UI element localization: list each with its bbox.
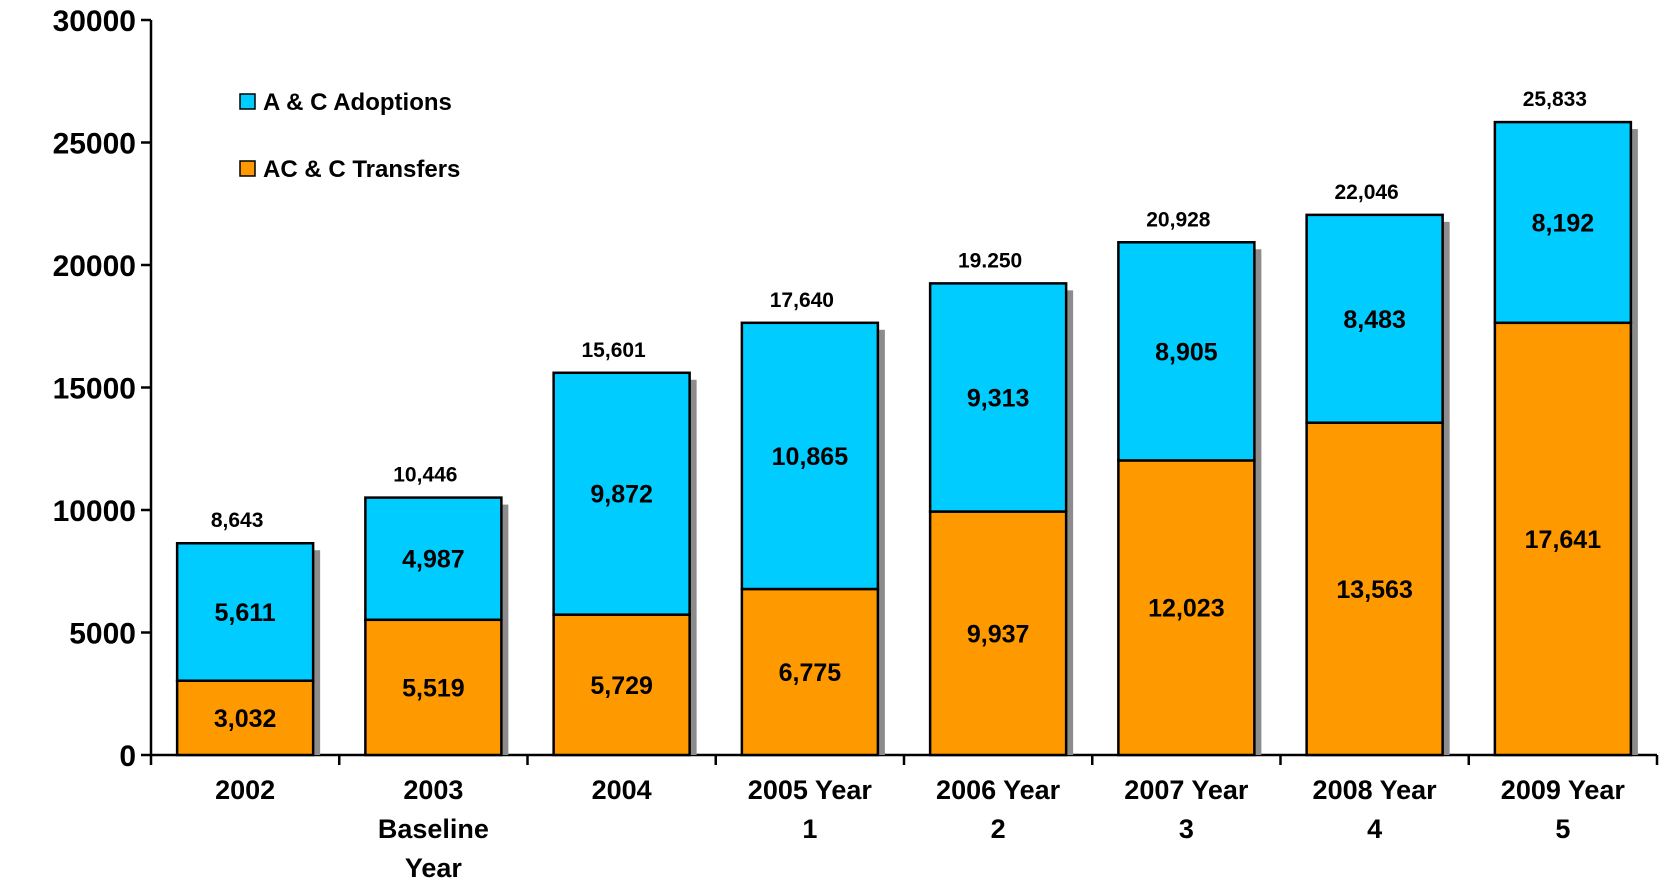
bar-segment-adoptions (1493, 120, 1633, 325)
y-tick-label: 0 (119, 740, 136, 773)
total-label: 20,928 (1146, 208, 1211, 231)
y-tick-label: 10000 (53, 495, 136, 528)
total-label: 15,601 (582, 339, 647, 362)
data-label-adoptions: 9,872 (590, 481, 653, 509)
x-tick-label: 2003 Baseline Year (378, 775, 489, 883)
bar-segment-adoptions (1305, 213, 1444, 424)
x-tick-label-line: 2 (991, 814, 1006, 844)
legend-swatch-transfers (239, 160, 256, 177)
data-label-adoptions: 8,192 (1532, 209, 1595, 237)
x-tick-label: 2005 Year 1 (748, 775, 873, 844)
x-tick-label: 2002 (215, 775, 275, 805)
y-tick-label: 25000 (53, 128, 136, 161)
x-tick-label: 2004 (592, 775, 652, 805)
x-tick-label: 2007 Year 3 (1124, 775, 1249, 844)
x-tick-label-line: 2005 Year (748, 775, 873, 805)
y-tick-label: 5000 (69, 618, 136, 651)
legend-label-adoptions: A & C Adoptions (263, 89, 452, 116)
data-label-adoptions: 4,987 (402, 546, 465, 574)
bar-segment-transfers (175, 679, 315, 757)
bar-segment-transfers (928, 510, 1068, 757)
data-label-adoptions: 9,313 (967, 384, 1030, 412)
x-tick-label: 2009 Year 5 (1501, 775, 1626, 844)
data-label-transfers: 17,641 (1525, 526, 1602, 554)
bar-segment-transfers (364, 618, 503, 757)
bar-segment-transfers (740, 587, 880, 757)
data-label-adoptions: 8,483 (1343, 306, 1406, 334)
bar-segment-adoptions (1117, 241, 1256, 462)
data-label-adoptions: 5,611 (215, 599, 276, 627)
x-tick-label-line: 4 (1367, 814, 1382, 844)
total-label: 22,046 (1335, 181, 1399, 204)
total-label: 25,833 (1523, 88, 1587, 111)
legend-swatch-adoptions (239, 93, 256, 110)
y-tick-label: 30000 (53, 5, 136, 38)
bar-segment-adoptions (175, 541, 315, 682)
y-tick-label: 15000 (53, 373, 136, 406)
data-label-transfers: 5,729 (590, 672, 653, 700)
data-label-transfers: 6,775 (779, 659, 842, 687)
bars: 3,032 5,611 8,643 5,519 4,987 10,446 5,729 9,87… (175, 88, 1638, 757)
bar-segment-adoptions (364, 496, 503, 622)
legend: A & C Adoptions AC & C Transfers (239, 89, 460, 183)
x-tick-label-line: 1 (802, 814, 817, 844)
total-label: 17,640 (770, 289, 834, 312)
data-label-transfers: 12,023 (1148, 595, 1224, 623)
x-tick-label-line: 2008 Year (1313, 775, 1438, 805)
data-label-transfers: 13,563 (1336, 576, 1412, 604)
x-tick-label-line: 2006 Year (936, 775, 1061, 805)
x-tick-label-line: 5 (1555, 814, 1570, 844)
data-label-transfers: 3,032 (214, 705, 277, 733)
total-label: 10,446 (393, 464, 457, 487)
bar-segment-transfers (1117, 459, 1256, 757)
x-tick-label: 2006 Year 2 (936, 775, 1061, 844)
bar-segment-adoptions (928, 282, 1068, 513)
x-tick-label-line: Baseline (378, 814, 489, 844)
data-label-adoptions: 8,905 (1155, 338, 1218, 366)
x-tick-label-line: 2003 (403, 775, 463, 805)
bar-segment-transfers (552, 613, 691, 757)
x-tick-label-line: Year (405, 853, 463, 883)
total-label: 19.250 (958, 249, 1022, 272)
axes: 0 5000 10000 15000 20000 25000 30000 2002 2003 Ba… (53, 5, 1659, 883)
data-label-adoptions: 10,865 (772, 443, 849, 471)
y-tick-label: 20000 (53, 250, 136, 283)
total-label: 8,643 (211, 509, 264, 532)
x-tick-label-line: 2002 (215, 775, 275, 805)
x-tick-label-line: 2004 (592, 775, 652, 805)
x-tick-label-line: 2009 Year (1501, 775, 1626, 805)
bar-segment-adoptions (552, 371, 691, 616)
x-tick-label-line: 3 (1179, 814, 1194, 844)
data-label-transfers: 5,519 (402, 674, 465, 702)
x-tick-label: 2008 Year 4 (1313, 775, 1438, 844)
data-label-transfers: 9,937 (967, 620, 1030, 648)
bar-segment-transfers (1305, 421, 1444, 757)
legend-label-transfers: AC & C Transfers (263, 156, 460, 183)
x-tick-label-line: 2007 Year (1124, 775, 1249, 805)
bar-segment-adoptions (740, 321, 880, 591)
